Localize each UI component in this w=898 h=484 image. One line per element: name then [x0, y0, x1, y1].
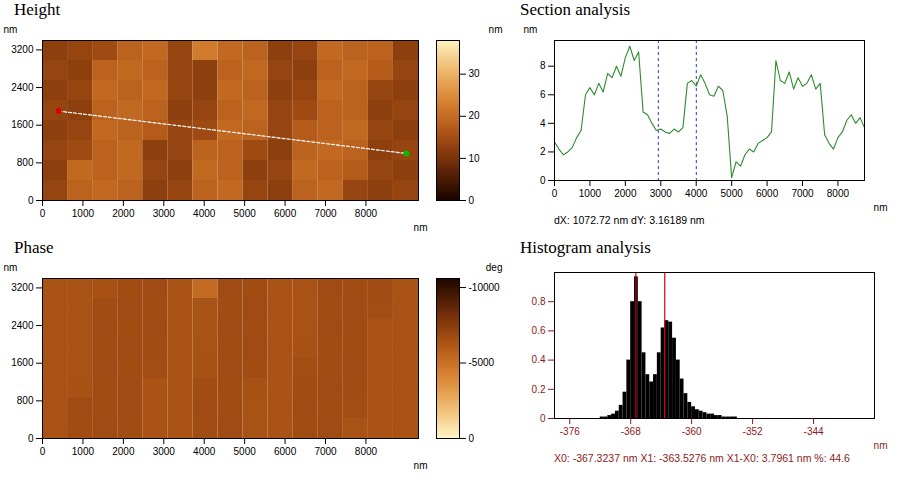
svg-text:0: 0 — [469, 433, 475, 444]
svg-text:6000: 6000 — [274, 446, 297, 457]
svg-text:6: 6 — [540, 89, 546, 100]
svg-text:4000: 4000 — [193, 208, 216, 219]
svg-text:nm: nm — [4, 24, 18, 35]
svg-text:-5000: -5000 — [469, 357, 495, 368]
svg-text:0: 0 — [28, 433, 34, 444]
svg-text:0.8: 0.8 — [532, 296, 546, 307]
svg-text:3200: 3200 — [11, 44, 34, 55]
svg-text:2000: 2000 — [614, 188, 637, 199]
svg-text:2400: 2400 — [11, 320, 34, 331]
svg-text:8000: 8000 — [827, 188, 850, 199]
svg-text:nm: nm — [524, 24, 538, 35]
svg-text:0.2: 0.2 — [532, 384, 546, 395]
svg-text:10: 10 — [469, 153, 481, 164]
svg-text:0: 0 — [40, 208, 46, 219]
svg-text:-376: -376 — [560, 426, 580, 437]
svg-text:8000: 8000 — [355, 208, 378, 219]
svg-text:nm: nm — [874, 202, 888, 213]
svg-text:3000: 3000 — [153, 208, 176, 219]
svg-text:800: 800 — [17, 157, 34, 168]
html-text:Histogram analysis: Histogram analysis — [520, 238, 651, 257]
svg-text:7000: 7000 — [791, 188, 814, 199]
svg-text:3200: 3200 — [11, 282, 34, 293]
svg-text:0: 0 — [540, 175, 546, 186]
svg-text:1000: 1000 — [579, 188, 602, 199]
svg-text:20: 20 — [469, 110, 481, 121]
svg-text:0.4: 0.4 — [532, 354, 546, 365]
svg-text:1600: 1600 — [11, 357, 34, 368]
svg-text:5000: 5000 — [234, 208, 257, 219]
svg-text:-368: -368 — [621, 426, 641, 437]
svg-text:0: 0 — [469, 195, 475, 206]
svg-text:7000: 7000 — [314, 208, 337, 219]
svg-text:2: 2 — [540, 146, 546, 157]
svg-text:1000: 1000 — [72, 208, 95, 219]
svg-text:0.6: 0.6 — [532, 325, 546, 336]
svg-text:0: 0 — [552, 188, 558, 199]
svg-text:6000: 6000 — [274, 208, 297, 219]
svg-text:-10000: -10000 — [469, 282, 501, 293]
svg-text:4000: 4000 — [193, 446, 216, 457]
html-text:dX: 1072.72 nm dY: 3.16189 nm: dX: 1072.72 nm dY: 3.16189 nm — [554, 214, 705, 226]
html-text:Height: Height — [14, 0, 61, 19]
svg-text:30: 30 — [469, 68, 481, 79]
svg-text:0: 0 — [28, 195, 34, 206]
svg-text:nm: nm — [414, 222, 428, 233]
svg-text:-344: -344 — [804, 426, 824, 437]
svg-text:0: 0 — [540, 413, 546, 424]
svg-text:nm: nm — [489, 24, 503, 35]
svg-text:2400: 2400 — [11, 82, 34, 93]
html-text:Section analysis: Section analysis — [520, 0, 630, 19]
svg-text:nm: nm — [414, 460, 428, 471]
svg-text:800: 800 — [17, 395, 34, 406]
svg-text:2000: 2000 — [112, 208, 135, 219]
svg-text:5000: 5000 — [721, 188, 744, 199]
svg-text:1000: 1000 — [72, 446, 95, 457]
svg-text:8: 8 — [540, 60, 546, 71]
svg-text:3000: 3000 — [650, 188, 673, 199]
svg-text:7000: 7000 — [314, 446, 337, 457]
svg-text:-352: -352 — [743, 426, 763, 437]
svg-text:deg: deg — [486, 262, 503, 273]
html-text:X0: -367.3237 nm X1: -363.5276: X0: -367.3237 nm X1: -363.5276 nm X1-X0:… — [554, 452, 850, 464]
svg-text:-360: -360 — [682, 426, 702, 437]
svg-text:6000: 6000 — [756, 188, 779, 199]
svg-text:nm: nm — [4, 262, 18, 273]
svg-text:4: 4 — [540, 118, 546, 129]
svg-text:1600: 1600 — [11, 119, 34, 130]
svg-text:nm: nm — [874, 440, 888, 451]
svg-text:3000: 3000 — [153, 446, 176, 457]
svg-text:5000: 5000 — [234, 446, 257, 457]
svg-text:8000: 8000 — [355, 446, 378, 457]
html-text:Phase: Phase — [14, 238, 54, 257]
svg-text:0: 0 — [40, 446, 46, 457]
svg-text:4000: 4000 — [685, 188, 708, 199]
svg-text:2000: 2000 — [112, 446, 135, 457]
